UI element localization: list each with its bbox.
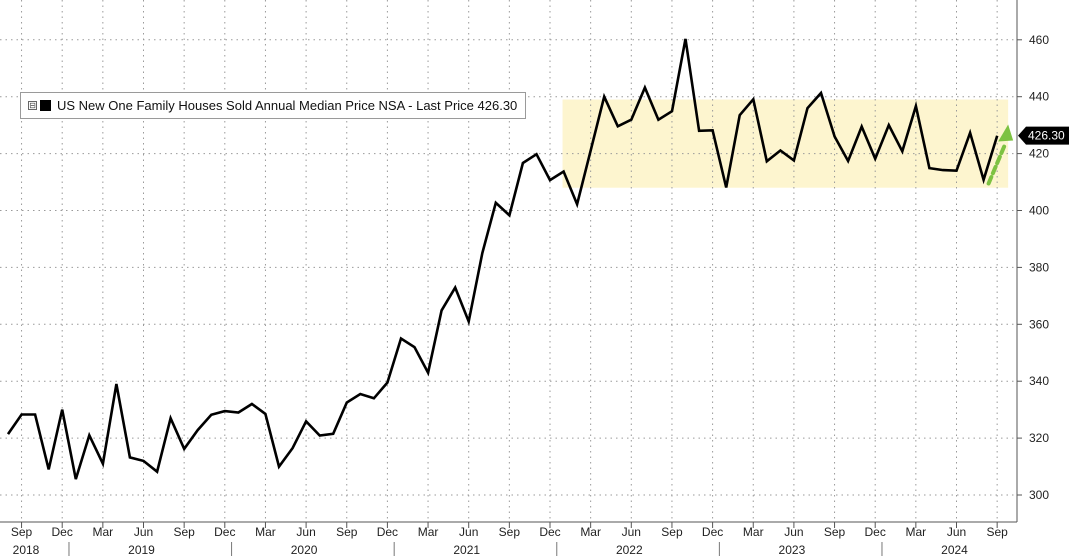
trend-arrow-head bbox=[998, 124, 1014, 142]
y-tick-label-300: 300 bbox=[1029, 488, 1049, 502]
x-tick-label-3: Jun bbox=[134, 525, 153, 539]
highlight-band-layer bbox=[562, 99, 1009, 188]
legend: ⊟ US New One Family Houses Sold Annual M… bbox=[20, 92, 527, 119]
x-tick-label-15: Jun bbox=[622, 525, 641, 539]
x-tick-label-12: Sep bbox=[499, 525, 521, 539]
y-tick-label-400: 400 bbox=[1029, 204, 1049, 218]
x-tick-label-10: Mar bbox=[418, 525, 439, 539]
x-year-label-2020: 2020 bbox=[291, 543, 318, 557]
x-tick-label-18: Mar bbox=[743, 525, 764, 539]
x-year-label-2019: 2019 bbox=[128, 543, 155, 557]
x-tick-label-11: Jun bbox=[459, 525, 478, 539]
series-layer bbox=[6, 38, 999, 480]
x-tick-label-14: Mar bbox=[580, 525, 601, 539]
x-tick-label-13: Dec bbox=[539, 525, 560, 539]
x-tick-label-9: Dec bbox=[377, 525, 398, 539]
legend-swatch-black bbox=[40, 100, 51, 111]
x-year-label-2023: 2023 bbox=[779, 543, 806, 557]
x-tick-label-17: Dec bbox=[702, 525, 723, 539]
x-year-label-2018: 2018 bbox=[13, 543, 40, 557]
last-price-tag bbox=[1018, 126, 1069, 145]
x-tick-label-5: Dec bbox=[214, 525, 235, 539]
trend-arrow-layer bbox=[986, 124, 1014, 186]
x-tick-label-23: Jun bbox=[947, 525, 966, 539]
y-tick-label-340: 340 bbox=[1029, 374, 1049, 388]
x-tick-label-24: Sep bbox=[986, 525, 1008, 539]
x-tick-label-7: Jun bbox=[296, 525, 315, 539]
gridlines bbox=[0, 0, 1017, 520]
y-tick-label-460: 460 bbox=[1029, 33, 1049, 47]
x-year-label-2021: 2021 bbox=[453, 543, 480, 557]
legend-collapse-icon[interactable]: ⊟ bbox=[28, 100, 37, 110]
legend-label: US New One Family Houses Sold Annual Med… bbox=[57, 98, 518, 113]
x-tick-label-22: Mar bbox=[906, 525, 927, 539]
x-tick-label-4: Sep bbox=[173, 525, 195, 539]
highlight-band bbox=[562, 99, 1009, 188]
x-tick-label-21: Dec bbox=[865, 525, 886, 539]
y-tick-label-420: 420 bbox=[1029, 147, 1049, 161]
y-tick-label-360: 360 bbox=[1029, 317, 1049, 331]
x-tick-label-20: Sep bbox=[824, 525, 846, 539]
last-price-label: 426.30 bbox=[1028, 129, 1065, 143]
x-tick-label-0: Sep bbox=[11, 525, 33, 539]
x-tick-label-6: Mar bbox=[255, 525, 276, 539]
y-tick-label-380: 380 bbox=[1029, 260, 1049, 274]
series-line-median-price bbox=[6, 38, 999, 480]
x-tick-label-1: Dec bbox=[52, 525, 73, 539]
y-tick-label-440: 440 bbox=[1029, 90, 1049, 104]
x-tick-label-8: Sep bbox=[336, 525, 358, 539]
y-tick-label-320: 320 bbox=[1029, 431, 1049, 445]
x-tick-label-16: Sep bbox=[661, 525, 683, 539]
x-tick-label-2: Mar bbox=[93, 525, 114, 539]
trend-arrow-shaft bbox=[986, 144, 1007, 186]
x-year-label-2022: 2022 bbox=[616, 543, 643, 557]
x-year-label-2024: 2024 bbox=[941, 543, 968, 557]
x-tick-label-19: Jun bbox=[784, 525, 803, 539]
